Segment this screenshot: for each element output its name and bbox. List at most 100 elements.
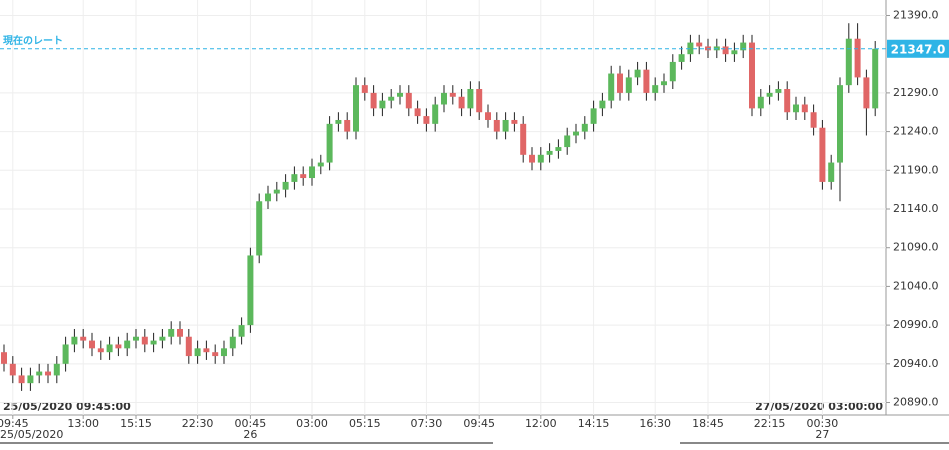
- y-tick-label: 21040.0: [893, 279, 939, 292]
- candle-body: [784, 89, 791, 113]
- candle-body: [652, 85, 659, 93]
- candle-body: [872, 48, 879, 109]
- candle-body: [511, 119, 518, 124]
- candle-body: [194, 348, 201, 357]
- candle-body: [159, 336, 166, 341]
- candle-body: [80, 336, 87, 341]
- candle-body: [529, 154, 535, 163]
- candle-body: [775, 89, 782, 93]
- candle-body: [608, 73, 615, 101]
- x-tick-label: 22:30: [182, 417, 214, 430]
- candle-body: [634, 69, 641, 78]
- x-tick-label: 12:00: [525, 417, 557, 430]
- candle-body: [845, 38, 852, 86]
- candle-body: [309, 166, 315, 179]
- x-tick-label: 18:45: [692, 417, 724, 430]
- x-tick-label: 07:30: [411, 417, 443, 430]
- candle-body: [555, 147, 562, 151]
- candle-body: [282, 181, 289, 190]
- candle-body: [766, 92, 773, 97]
- candle-body: [661, 81, 667, 86]
- candle-body: [625, 77, 632, 93]
- candle-body: [185, 336, 192, 357]
- candle-body: [546, 150, 553, 155]
- candle-body: [247, 255, 254, 326]
- candle-body: [643, 69, 650, 93]
- candle-body: [353, 85, 359, 132]
- candle-body: [62, 344, 69, 364]
- y-tick-label: 21140.0: [893, 202, 939, 215]
- candle-body: [89, 340, 95, 349]
- candle-body: [590, 108, 597, 124]
- candle-body: [458, 96, 465, 109]
- x-tick-label: 15:15: [120, 417, 152, 430]
- y-tick-label: 21090.0: [893, 241, 939, 254]
- candle-body: [581, 123, 588, 132]
- end-time: 27/05/2020 03:00:00: [755, 400, 883, 413]
- plot-area: [0, 0, 886, 415]
- candle-body: [617, 73, 623, 93]
- candle-body: [731, 50, 738, 55]
- x-tick-label: 00:45: [235, 417, 267, 430]
- candle-body: [476, 89, 483, 113]
- current-rate-name: 現在のレート: [3, 34, 63, 47]
- candle-body: [300, 174, 307, 179]
- candle-body: [573, 131, 579, 136]
- candle-body: [203, 348, 210, 353]
- candle-body: [326, 123, 333, 163]
- y-tick-label: 21290.0: [893, 86, 939, 99]
- candle-body: [150, 340, 157, 345]
- candle-body: [687, 42, 694, 55]
- candle-body: [273, 189, 280, 194]
- candle-body: [485, 112, 491, 120]
- candle-body: [397, 92, 403, 97]
- candle-body: [370, 92, 377, 109]
- candle-body: [757, 96, 764, 109]
- candle-body: [801, 104, 808, 113]
- candle-body: [115, 344, 122, 349]
- candle-body: [133, 336, 139, 341]
- candle-body: [449, 92, 456, 97]
- candle-body: [863, 77, 870, 109]
- candle-body: [696, 42, 703, 47]
- candle-body: [599, 100, 606, 109]
- x-tick-label: 03:00: [296, 417, 328, 430]
- candle-body: [564, 135, 571, 148]
- candle-body: [36, 371, 43, 376]
- candle-body: [291, 174, 298, 182]
- candle-body: [344, 119, 351, 132]
- candle-body: [18, 375, 25, 384]
- current-rate-label: 21347.0: [891, 42, 946, 56]
- candle-body: [810, 112, 817, 128]
- candle-body: [229, 336, 236, 349]
- candle-body: [678, 54, 685, 62]
- candle-body: [27, 375, 34, 384]
- current-rate-badge: [887, 39, 949, 58]
- candle-body: [177, 328, 183, 337]
- x-tick-label: 05:15: [349, 417, 381, 430]
- candle-body: [414, 108, 421, 117]
- candle-body: [106, 344, 113, 353]
- candle-body: [502, 119, 509, 132]
- candle-body: [9, 363, 16, 376]
- x-tick-label: 14:15: [578, 417, 610, 430]
- candle-body: [141, 336, 148, 345]
- candle-body: [45, 371, 51, 376]
- candle-body: [53, 363, 60, 376]
- y-tick-label: 20990.0: [893, 318, 939, 331]
- x-tick-label: 09:45: [0, 417, 29, 430]
- y-tick-label: 21240.0: [893, 125, 939, 138]
- candle-body: [71, 336, 78, 345]
- candle-body: [854, 38, 861, 78]
- candle-body: [828, 162, 835, 182]
- y-tick-label: 21390.0: [893, 8, 939, 21]
- candle-body: [749, 42, 755, 109]
- candle-body: [221, 348, 227, 357]
- candle-body: [1, 352, 7, 364]
- x-tick-label: 13:00: [67, 417, 99, 430]
- candle-body: [317, 162, 324, 167]
- candle-body: [256, 201, 263, 256]
- candle-body: [212, 352, 219, 357]
